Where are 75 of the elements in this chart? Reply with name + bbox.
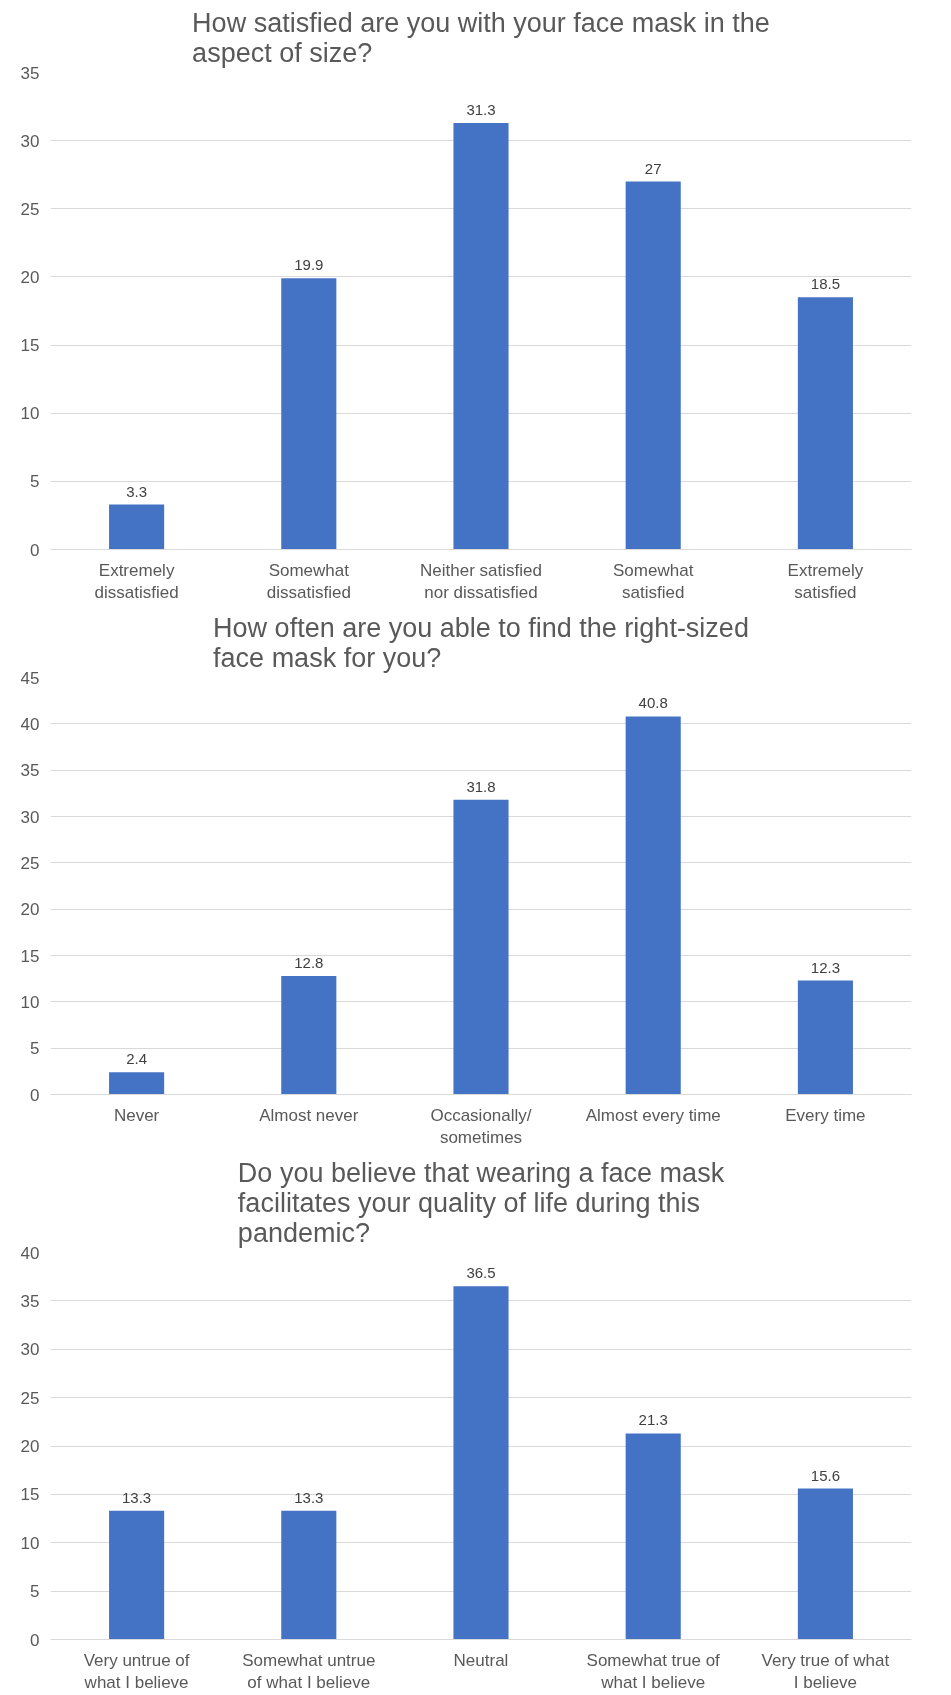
- data-label: 36.5: [466, 1264, 496, 1282]
- x-tick-label: Neutral: [453, 1650, 509, 1670]
- x-tick-label: Neither satisfied nor dissatisfied: [420, 560, 542, 603]
- bar: [797, 980, 853, 1095]
- data-label: 31.3: [466, 100, 496, 118]
- y-tick-label: 15: [20, 336, 40, 356]
- bar: [625, 716, 681, 1095]
- y-tick-label: 40: [20, 1243, 40, 1263]
- y-tick-label: 40: [20, 714, 40, 734]
- y-tick-label: 0: [30, 1630, 40, 1650]
- y-tick-label: 30: [20, 807, 40, 827]
- y-tick-label: 20: [20, 900, 40, 920]
- y-tick-label: 10: [20, 992, 40, 1012]
- y-tick-label: 10: [20, 1533, 40, 1553]
- x-tick-label: Never: [113, 1105, 160, 1125]
- bar: [797, 1488, 853, 1640]
- x-tick-label: Very untrue of what I believe: [83, 1650, 190, 1693]
- y-tick-label: 25: [20, 853, 40, 873]
- y-tick-label: 45: [20, 668, 40, 688]
- bar: [625, 181, 681, 550]
- y-tick-label: 30: [20, 131, 40, 151]
- data-label: 19.9: [294, 256, 324, 274]
- y-tick-label: 35: [20, 761, 40, 781]
- chart-title: How satisfied are you with your face mask in the aspect of size?: [192, 7, 770, 68]
- bar: [109, 504, 165, 550]
- y-tick-label: 35: [20, 1291, 40, 1311]
- data-label: 2.4: [126, 1050, 148, 1068]
- bar: [281, 975, 337, 1095]
- bar: [109, 1072, 165, 1095]
- bar: [797, 297, 853, 550]
- y-tick-label: 0: [30, 540, 40, 560]
- data-label: 15.6: [810, 1466, 841, 1484]
- y-tick-label: 35: [20, 63, 40, 83]
- data-label: 18.5: [810, 275, 841, 293]
- x-tick-label: Somewhat satisfied: [613, 560, 694, 603]
- data-label: 40.8: [638, 694, 668, 712]
- y-tick-label: 5: [30, 472, 40, 492]
- x-tick-label: Extremely satisfied: [787, 560, 864, 603]
- x-tick-label: Almost every time: [585, 1105, 721, 1125]
- data-label: 13.3: [294, 1488, 324, 1506]
- y-tick-label: 0: [30, 1085, 40, 1105]
- data-label: 27: [644, 159, 662, 177]
- y-tick-label: 5: [30, 1039, 40, 1059]
- y-tick-label: 25: [20, 1388, 40, 1408]
- x-tick-label: Every time: [785, 1105, 866, 1125]
- x-tick-label: Somewhat true of what I believe: [586, 1650, 721, 1693]
- data-label: 12.3: [810, 958, 841, 976]
- y-tick-label: 20: [20, 1437, 40, 1456]
- x-tick-label: Somewhat untrue of what I believe: [242, 1650, 376, 1693]
- data-label: 13.3: [122, 1488, 152, 1506]
- chart-title: Do you believe that wearing a face mask facilitates your quality of life during this pandemic?: [237, 1157, 725, 1248]
- x-tick-label: Almost never: [259, 1105, 359, 1125]
- y-tick-label: 20: [20, 267, 40, 287]
- data-label: 31.8: [466, 777, 496, 795]
- x-tick-label: Somewhat dissatisfied: [266, 560, 351, 603]
- x-tick-label: Very true of what I believe: [761, 1650, 890, 1693]
- y-tick-label: 10: [20, 404, 40, 424]
- y-tick-label: 15: [20, 946, 40, 966]
- chart-title: How often are you able to find the right-sized face mask for you?: [213, 612, 749, 673]
- x-tick-label: Extremely dissatisfied: [94, 560, 179, 603]
- data-label: 3.3: [126, 482, 148, 500]
- bar: [625, 1433, 681, 1640]
- data-label: 12.8: [294, 953, 324, 971]
- y-tick-label: 25: [20, 199, 40, 219]
- bar: [453, 1286, 509, 1640]
- bar: [453, 122, 509, 550]
- bar: [109, 1510, 165, 1640]
- x-tick-label: Occasionally/ sometimes: [430, 1105, 532, 1148]
- y-tick-label: 30: [20, 1340, 40, 1360]
- bar: [453, 799, 509, 1095]
- y-tick-label: 5: [30, 1582, 40, 1602]
- y-tick-label: 15: [20, 1485, 40, 1505]
- data-label: 21.3: [638, 1411, 668, 1429]
- bar: [281, 278, 337, 550]
- bar: [281, 1510, 337, 1640]
